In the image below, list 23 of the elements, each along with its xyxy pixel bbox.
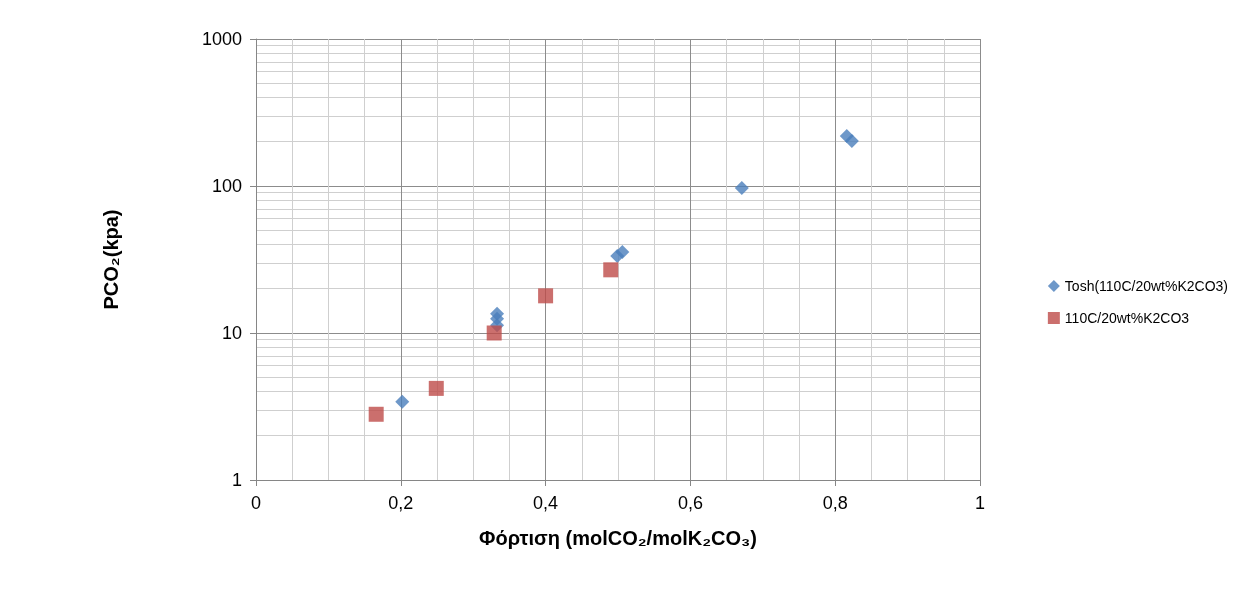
point <box>428 380 444 396</box>
point <box>368 406 384 422</box>
point <box>486 325 502 341</box>
point <box>538 288 554 304</box>
point <box>615 244 630 259</box>
point <box>844 134 859 149</box>
x-tick-label: 0,2 <box>388 493 414 513</box>
point <box>734 180 749 195</box>
x-tick-label: 0 <box>250 493 262 513</box>
legend-label: 110C/20wt%K2CO3 <box>1064 310 1190 326</box>
y-tick-label: 1 <box>231 470 242 490</box>
x-axis-title: Φόρτιση (molCO₂/molK₂CO₃) <box>479 527 757 549</box>
y-tick-label: 10 <box>221 323 242 343</box>
y-tick-label: 1000 <box>201 29 242 49</box>
x-tick-label: 1 <box>974 493 986 513</box>
x-tick-label: 0,4 <box>533 493 559 513</box>
point <box>395 394 410 409</box>
legend-label: Tosh(110C/20wt%K2CO3) <box>1064 278 1229 294</box>
x-tick-label: 0,6 <box>677 493 703 513</box>
y-tick-label: 100 <box>211 176 242 196</box>
point <box>603 262 619 278</box>
x-tick-label: 0,8 <box>822 493 848 513</box>
y-axis-title: PCO₂(kpa) <box>100 209 122 310</box>
